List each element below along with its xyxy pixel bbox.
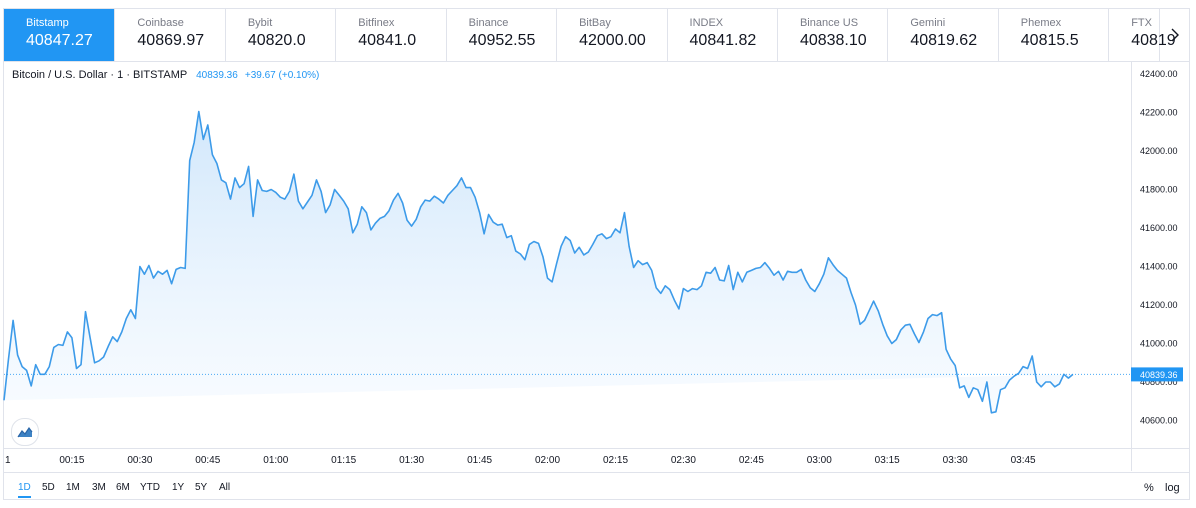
- x-tick-label: 00:15: [59, 455, 84, 466]
- x-tick-label: 03:30: [943, 455, 968, 466]
- last-price: 40839.36: [196, 70, 238, 81]
- y-tick-label: 40600.00: [1140, 416, 1178, 426]
- exchange-name: Bitstamp: [26, 17, 69, 29]
- y-tick-label: 42400.00: [1140, 69, 1178, 79]
- y-tick-label: 41800.00: [1140, 185, 1178, 195]
- chevron-right-icon[interactable]: [1160, 9, 1190, 61]
- y-tick-label: 42000.00: [1140, 146, 1178, 156]
- exchange-price: 40815.5: [1020, 32, 1079, 49]
- log-toggle[interactable]: log: [1165, 482, 1180, 494]
- symbol-title: Bitcoin / U.S. Dollar · 1 · BITSTAMP: [12, 69, 188, 81]
- x-tick-label: 01:00: [263, 455, 288, 466]
- y-tick-label: 41600.00: [1140, 223, 1178, 233]
- y-tick-label: 40800.00: [1140, 377, 1178, 387]
- exchange-tabs: Bitstamp 40847.27 Coinbase 40869.97 Bybit 408…: [4, 9, 1190, 62]
- exchange-tab-bitbay[interactable]: BitBay 42000.00: [557, 9, 668, 61]
- price-change: +39.67 (+0.10%): [244, 70, 320, 81]
- exchange-tab-binance-us[interactable]: Binance US 40838.10: [778, 9, 889, 61]
- exchange-price: 42000.00: [579, 32, 646, 49]
- exchange-name: Binance US: [799, 17, 859, 29]
- x-tick-label: 03:00: [807, 455, 832, 466]
- x-tick-label: 02:00: [535, 455, 560, 466]
- exchange-price: 40820.0: [247, 32, 306, 49]
- range-button-1d[interactable]: 1D: [18, 482, 31, 498]
- y-tick-label: 42200.00: [1140, 108, 1178, 118]
- x-tick-label: 1: [5, 455, 11, 466]
- symbol-header: Bitcoin / U.S. Dollar · 1 · BITSTAMP 408…: [12, 69, 319, 81]
- x-tick-label: 03:45: [1011, 455, 1036, 466]
- exchange-tab-gemini[interactable]: Gemini 40819.62: [888, 9, 999, 61]
- exchange-tab-bitfinex[interactable]: Bitfinex 40841.0: [336, 9, 447, 61]
- exchange-tab-bitstamp[interactable]: Bitstamp 40847.27: [4, 9, 116, 61]
- exchange-price: 40841.0: [358, 32, 417, 49]
- x-tick-label: 01:45: [467, 455, 492, 466]
- range-toolbar: % log 1D 5D 1M 3M 6M YTD 1Y 5Y All: [4, 472, 1190, 500]
- exchange-name: Binance: [468, 17, 509, 29]
- exchange-name: Coinbase: [137, 17, 184, 29]
- exchange-tab-bybit[interactable]: Bybit 40820.0: [226, 9, 337, 61]
- y-tick-label: 41000.00: [1140, 339, 1178, 349]
- x-tick-label: 02:15: [603, 455, 628, 466]
- exchange-tab-index[interactable]: INDEX 40841.82: [668, 9, 778, 61]
- price-area-fill: [4, 111, 1073, 413]
- tradingview-logo-icon[interactable]: [11, 418, 39, 446]
- exchange-price: 40952.55: [468, 32, 536, 49]
- exchange-price: 40869.97: [137, 32, 205, 49]
- exchange-name: Bybit: [247, 17, 273, 29]
- price-line: [3, 110, 1074, 414]
- exchange-tab-binance[interactable]: Binance 40952.55: [447, 9, 558, 61]
- exchange-tab-coinbase[interactable]: Coinbase 40869.97: [115, 9, 226, 61]
- exchange-name: FTX: [1131, 17, 1152, 29]
- x-tick-label: 00:30: [127, 455, 152, 466]
- range-button-all[interactable]: All: [219, 482, 231, 493]
- last-price-badge: [1131, 367, 1183, 382]
- chart-widget-frame: [3, 8, 1190, 500]
- range-button-3m[interactable]: 3M: [92, 482, 106, 493]
- exchange-tab-phemex[interactable]: Phemex 40815.5: [999, 9, 1110, 61]
- exchange-price: 40819.62: [910, 32, 978, 49]
- exchange-name: Gemini: [910, 17, 946, 29]
- exchange-price: 40847.27: [26, 32, 93, 49]
- x-tick-label: 03:15: [875, 455, 900, 466]
- range-button-5d[interactable]: 5D: [42, 482, 55, 493]
- range-button-1m[interactable]: 1M: [66, 482, 80, 493]
- percent-toggle[interactable]: %: [1144, 482, 1154, 494]
- x-tick-label: 01:15: [331, 455, 356, 466]
- range-button-5y[interactable]: 5Y: [195, 482, 208, 493]
- y-tick-label: 41400.00: [1140, 262, 1178, 272]
- last-price-badge-label: 40839.36: [1140, 370, 1178, 380]
- range-button-6m[interactable]: 6M: [116, 482, 130, 493]
- exchange-name: Phemex: [1020, 17, 1062, 29]
- x-tick-label: 01:30: [399, 455, 424, 466]
- exchange-name: INDEX: [689, 17, 724, 29]
- exchange-price: 40838.10: [799, 32, 867, 49]
- y-tick-label: 41200.00: [1140, 300, 1178, 310]
- x-tick-label: 02:45: [739, 455, 764, 466]
- x-tick-label: 02:30: [671, 455, 696, 466]
- range-button-ytd[interactable]: YTD: [140, 482, 160, 493]
- exchange-name: BitBay: [579, 17, 611, 29]
- x-tick-label: 00:45: [195, 455, 220, 466]
- exchange-price: 40841.82: [689, 32, 757, 49]
- range-button-1y[interactable]: 1Y: [172, 482, 185, 493]
- exchange-name: Bitfinex: [358, 17, 395, 29]
